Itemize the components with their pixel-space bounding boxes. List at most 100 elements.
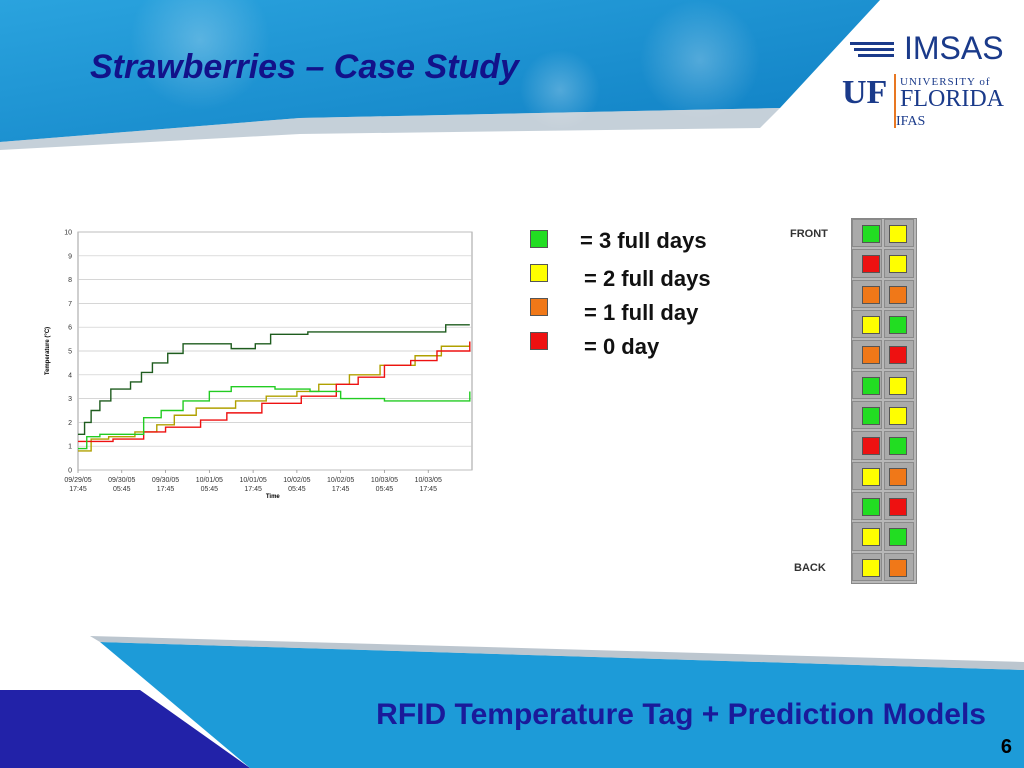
x-tick-label: 09/30/05 17:45 bbox=[152, 477, 179, 493]
pallet-case-marker bbox=[889, 558, 907, 577]
y-tick-label: 10 bbox=[64, 230, 72, 237]
pallet-case-marker bbox=[862, 346, 880, 365]
x-tick-label: 10/03/05 17:45 bbox=[415, 477, 442, 493]
legend-label-1-day: = 1 full day bbox=[584, 300, 699, 325]
y-tick-label: 8 bbox=[68, 277, 72, 284]
legend-swatch-3-days bbox=[530, 230, 548, 248]
pallet-cell bbox=[884, 340, 914, 369]
temperature-chart: 0 1 2 3 4 5 6 7 8 9 10 09/29/05 17:45 09/30/05 05:45 09… bbox=[45, 230, 473, 500]
pallet-case-marker bbox=[889, 407, 907, 426]
y-tick-label: 9 bbox=[68, 253, 72, 260]
pallet-cell bbox=[884, 401, 914, 430]
pallet-case-marker bbox=[889, 467, 907, 486]
y-tick-label: 5 bbox=[68, 349, 72, 356]
pallet-cell bbox=[852, 219, 882, 248]
pallet-case-marker bbox=[862, 528, 880, 547]
pallet-cell bbox=[852, 370, 882, 399]
x-tick-label: 10/02/05 17:45 bbox=[327, 477, 354, 493]
pallet-cell bbox=[852, 340, 882, 369]
page-number: 6 bbox=[1000, 736, 1012, 758]
slide-title: Strawberries – Case Study bbox=[90, 48, 519, 86]
pallet-cell bbox=[884, 492, 914, 521]
pallet-case-marker bbox=[862, 225, 880, 244]
legend-swatch-1-day bbox=[530, 298, 548, 316]
pallet-case-marker bbox=[862, 467, 880, 486]
pallet-case-marker bbox=[862, 285, 880, 304]
pallet-cell bbox=[852, 310, 882, 339]
florida-text: FLORIDA bbox=[900, 86, 1005, 112]
front-label: FRONT bbox=[790, 228, 828, 240]
pallet-case-marker bbox=[862, 498, 880, 517]
pallet-cell bbox=[884, 310, 914, 339]
x-tick-label: 09/30/05 05:45 bbox=[108, 477, 135, 493]
pallet-case-marker bbox=[889, 498, 907, 517]
pallet-case-marker bbox=[862, 255, 880, 274]
back-label: BACK bbox=[794, 562, 826, 574]
pallet-case-marker bbox=[889, 255, 907, 274]
pallet-cell bbox=[884, 219, 914, 248]
pallet-cell bbox=[884, 249, 914, 278]
imsas-stripes-icon bbox=[850, 42, 894, 57]
uf-logo: UF UNIVERSITY of FLORIDA IFAS bbox=[842, 72, 1024, 132]
y-axis-label: Temperature (°C) bbox=[45, 327, 51, 375]
series-line bbox=[78, 341, 471, 443]
pallet-case-marker bbox=[862, 316, 880, 335]
imsas-logo: IMSAS bbox=[848, 28, 1024, 68]
pallet-map bbox=[851, 218, 917, 584]
y-tick-label: 4 bbox=[68, 372, 72, 379]
pallet-case-marker bbox=[862, 376, 880, 395]
pallet-cell bbox=[884, 279, 914, 308]
pallet-cell bbox=[852, 249, 882, 278]
pallet-cell bbox=[852, 492, 882, 521]
pallet-cell bbox=[852, 461, 882, 490]
y-tick-label: 6 bbox=[68, 325, 72, 332]
pallet-cell bbox=[852, 401, 882, 430]
pallet-cell bbox=[852, 552, 882, 581]
pallet-case-marker bbox=[889, 285, 907, 304]
pallet-case-marker bbox=[889, 225, 907, 244]
university-of-text: UNIVERSITY of bbox=[900, 76, 991, 88]
pallet-case-marker bbox=[862, 407, 880, 426]
color-legend: = 3 full days = 2 full days = 1 full day… bbox=[528, 224, 748, 364]
pallet-cell bbox=[852, 431, 882, 460]
y-tick-label: 3 bbox=[68, 396, 72, 403]
x-tick-label: 10/03/05 05:45 bbox=[371, 477, 398, 493]
pallet-case-marker bbox=[862, 437, 880, 456]
imsas-text: IMSAS bbox=[904, 30, 1004, 66]
pallet-case-marker bbox=[889, 528, 907, 547]
legend-label-3-days: = 3 full days bbox=[580, 228, 707, 253]
pallet-cell bbox=[884, 552, 914, 581]
legend-swatch-2-days bbox=[530, 264, 548, 282]
legend-label-0-day: = 0 day bbox=[584, 334, 660, 359]
legend-swatch-0-day bbox=[530, 332, 548, 350]
y-tick-label: 2 bbox=[68, 420, 72, 427]
x-axis-label: Time bbox=[266, 494, 281, 500]
y-tick-label: 0 bbox=[68, 468, 72, 475]
pallet-cell bbox=[884, 461, 914, 490]
y-tick-label: 7 bbox=[68, 301, 72, 308]
uf-mark: UF bbox=[842, 74, 888, 111]
pallet-case-marker bbox=[889, 437, 907, 456]
pallet-case-marker bbox=[862, 558, 880, 577]
y-tick-label: 1 bbox=[68, 444, 72, 451]
uf-divider bbox=[894, 74, 896, 128]
series-line bbox=[78, 341, 471, 452]
pallet-cell bbox=[852, 522, 882, 551]
pallet-cell bbox=[884, 522, 914, 551]
series-line bbox=[78, 324, 470, 435]
pallet-case-marker bbox=[889, 316, 907, 335]
pallet-cell bbox=[884, 370, 914, 399]
ifas-text: IFAS bbox=[896, 114, 926, 129]
x-tick-label: 10/01/05 17:45 bbox=[239, 477, 266, 493]
pallet-case-marker bbox=[889, 346, 907, 365]
pallet-case-marker bbox=[889, 376, 907, 395]
pallet-cell bbox=[884, 431, 914, 460]
x-tick-label: 09/29/05 17:45 bbox=[64, 477, 91, 493]
x-tick-label: 10/02/05 05:45 bbox=[283, 477, 310, 493]
series-line bbox=[78, 386, 471, 450]
pallet-cell bbox=[852, 279, 882, 308]
legend-label-2-days: = 2 full days bbox=[584, 266, 711, 291]
footer-title: RFID Temperature Tag + Prediction Models bbox=[376, 698, 986, 731]
x-tick-label: 10/01/05 05:45 bbox=[196, 477, 223, 493]
